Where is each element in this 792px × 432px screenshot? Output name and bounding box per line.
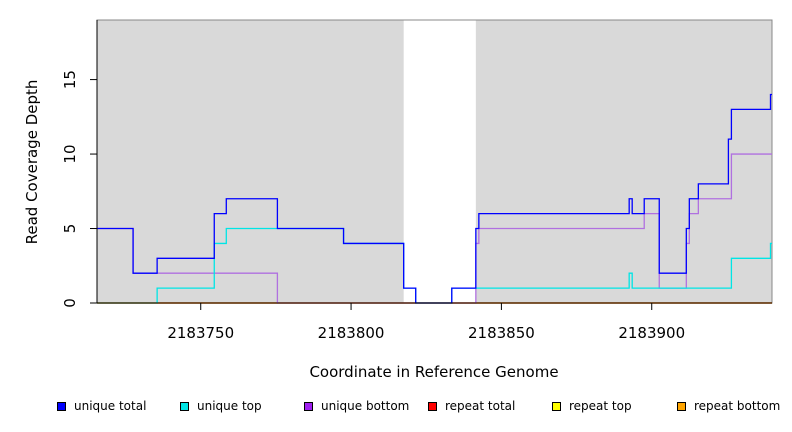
shaded-regions: [97, 20, 772, 303]
legend-item-repeat-bottom: repeat bottom: [677, 399, 780, 413]
legend-swatch: [428, 401, 437, 411]
shaded-region-2: [475, 20, 772, 303]
legend-label: repeat bottom: [694, 399, 781, 413]
y-ticks: 0 5 10 15: [61, 70, 97, 308]
legend-item-repeat-top: repeat top: [552, 399, 632, 413]
legend: unique total unique top unique bottom repea…: [0, 399, 792, 419]
y-tick-label: 5: [61, 224, 79, 234]
legend-label: repeat total: [445, 399, 516, 413]
legend-swatch: [180, 401, 189, 411]
y-tick-label: 15: [61, 70, 79, 89]
legend-label: unique total: [74, 399, 147, 413]
legend-swatch: [304, 401, 313, 411]
x-tick-label: 2183900: [618, 324, 685, 342]
series-line-unique-total: [97, 93, 772, 304]
series-line-unique-bottom: [97, 153, 772, 304]
legend-swatch: [57, 401, 66, 411]
legend-swatch: [552, 401, 561, 411]
legend-label: repeat top: [569, 399, 632, 413]
x-axis-title: Coordinate in Reference Genome: [309, 363, 558, 381]
legend-swatch: [677, 401, 686, 411]
axes: [96, 20, 772, 304]
legend-label: unique bottom: [321, 399, 410, 413]
legend-item-repeat-total: repeat total: [428, 399, 515, 413]
x-tick-label: 2183800: [318, 324, 385, 342]
legend-item-unique-total: unique total: [57, 399, 146, 413]
x-ticks: 2183750 2183800 2183850 2183900: [167, 303, 685, 342]
y-tick-label: 0: [61, 298, 79, 308]
x-tick-label: 2183750: [167, 324, 234, 342]
legend-label: unique top: [197, 399, 262, 413]
x-tick-label: 2183850: [468, 324, 535, 342]
y-tick-label: 10: [61, 145, 79, 164]
shaded-region-1: [97, 20, 404, 303]
legend-item-unique-top: unique top: [180, 399, 262, 413]
y-axis-title: Read Coverage Depth: [23, 80, 41, 245]
legend-item-unique-bottom: unique bottom: [304, 399, 409, 413]
